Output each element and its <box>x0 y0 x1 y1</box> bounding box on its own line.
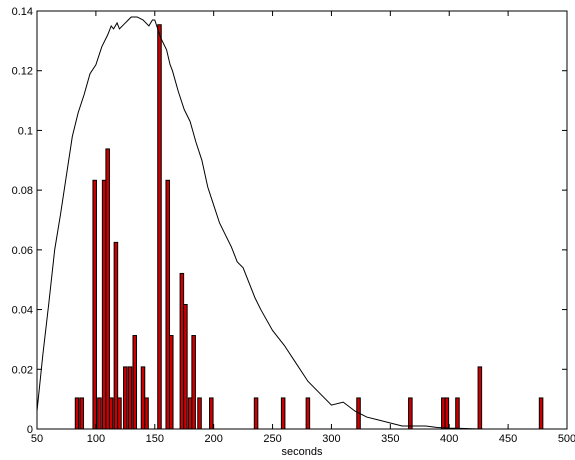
histogram-bar <box>132 335 138 430</box>
histogram-bar <box>108 397 114 430</box>
histogram-bar <box>101 179 107 430</box>
y-tick-label: 0.02 <box>12 364 33 376</box>
histogram-bar <box>253 397 259 430</box>
x-tick-label: 400 <box>440 433 458 445</box>
line-layer <box>36 16 497 430</box>
plot-frame <box>36 10 568 430</box>
histogram-bar <box>127 366 133 430</box>
y-tick-label: 0.12 <box>12 66 33 78</box>
x-axis-label: seconds <box>282 446 323 458</box>
x-tick-label: 450 <box>499 433 517 445</box>
x-tick-label: 300 <box>322 433 340 445</box>
y-tick-label: 0.08 <box>12 185 33 197</box>
density-curve <box>36 16 497 430</box>
y-axis-ticks: 0 0.02 0.04 0.06 0.08 0.1 0.12 0.14 <box>12 6 567 436</box>
y-tick-label: 0.06 <box>12 245 33 257</box>
histogram-bar <box>280 397 286 430</box>
x-tick-label: 200 <box>204 433 222 445</box>
histogram-bar <box>165 179 171 430</box>
histogram-bar <box>79 397 85 430</box>
x-tick-label: 100 <box>87 433 105 445</box>
histogram-bar <box>144 397 149 430</box>
histogram-bar <box>92 179 97 430</box>
x-tick-label: 250 <box>263 433 281 445</box>
y-tick-label: 0.04 <box>12 305 33 317</box>
histogram-bar <box>408 397 413 430</box>
histogram-bar <box>441 397 446 430</box>
y-tick-label: 0.14 <box>12 6 33 18</box>
x-axis-ticks: 50 100 150 200 250 300 350 400 450 500 <box>31 11 575 445</box>
histogram-bar <box>117 397 122 430</box>
y-tick-label: 0 <box>27 424 33 436</box>
x-tick-label: 350 <box>381 433 399 445</box>
histogram-bar <box>157 24 162 430</box>
histogram-bar <box>538 397 544 430</box>
histogram-bar <box>123 366 128 430</box>
histogram-bar <box>169 335 174 430</box>
histogram-bar <box>455 397 460 430</box>
histogram-bar <box>140 366 146 430</box>
histogram-bar <box>444 397 450 430</box>
histogram-bar <box>105 148 110 430</box>
bars-layer <box>74 24 544 430</box>
histogram-bar <box>477 366 483 430</box>
histogram-bar <box>74 397 80 430</box>
histogram-bar <box>209 397 214 430</box>
y-tick-label: 0.1 <box>18 125 33 137</box>
histogram-bar <box>97 397 102 430</box>
x-tick-label: 500 <box>558 433 575 445</box>
histogram-bar <box>113 241 119 430</box>
histogram-bar <box>179 272 185 430</box>
histogram-bar <box>197 397 202 430</box>
x-tick-label: 50 <box>31 433 43 445</box>
histogram-bar <box>187 397 193 430</box>
histogram-bar <box>183 304 188 430</box>
histogram-bar <box>305 397 311 430</box>
x-tick-label: 150 <box>146 433 164 445</box>
histogram-bar <box>191 335 196 430</box>
